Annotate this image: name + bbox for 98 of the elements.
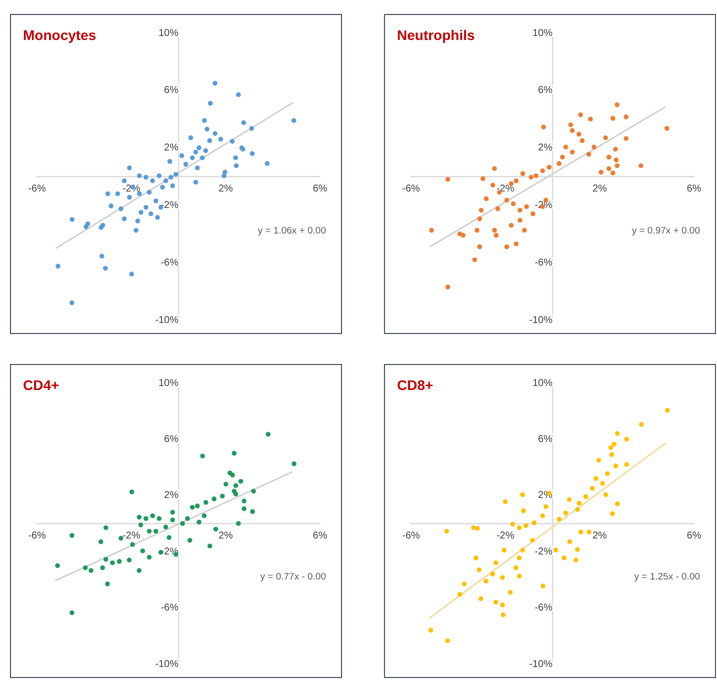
- point: [144, 516, 148, 521]
- point: [196, 520, 202, 524]
- point: [251, 488, 256, 494]
- y-tick-label: -6%: [160, 602, 179, 614]
- point: [250, 509, 255, 514]
- y-tick-label: 6%: [538, 85, 553, 96]
- x-tick-label: -6%: [28, 530, 46, 542]
- point: [110, 560, 115, 566]
- point: [202, 513, 207, 518]
- point: [70, 610, 74, 616]
- point: [194, 504, 200, 508]
- x-tick-label: -6%: [402, 530, 420, 542]
- point: [200, 454, 205, 458]
- point: [140, 548, 146, 554]
- chart-title: Neutrophils: [397, 27, 475, 43]
- point: [266, 432, 271, 437]
- y-tick-label: 6%: [538, 434, 553, 445]
- point: [185, 516, 190, 521]
- y-tick-label: -2%: [160, 200, 179, 211]
- point: [55, 563, 60, 568]
- point: [129, 489, 134, 494]
- x-tick-label: 6%: [686, 183, 702, 194]
- x-tick-label: -6%: [28, 183, 46, 194]
- y-tick-label: -10%: [529, 314, 553, 326]
- point: [105, 582, 110, 586]
- y-tick-label: 10%: [158, 378, 179, 389]
- point: [232, 450, 237, 456]
- point: [212, 496, 217, 502]
- point: [116, 559, 122, 564]
- point: [180, 521, 185, 526]
- y-tick-label: 6%: [164, 434, 179, 445]
- y-tick-label: -10%: [529, 658, 553, 670]
- point: [146, 554, 152, 560]
- point: [103, 525, 108, 530]
- x-tick-label: 6%: [312, 530, 328, 542]
- x-tick-label: 2%: [218, 183, 233, 194]
- point: [242, 506, 246, 512]
- x-tick-label: 2%: [592, 530, 607, 542]
- y-tick-label: 10%: [532, 28, 553, 39]
- point: [242, 498, 246, 504]
- chart-title: Monocytes: [23, 27, 96, 43]
- point: [207, 544, 212, 548]
- x-tick-label: 2%: [592, 183, 607, 194]
- chart-title: CD4+: [23, 377, 60, 393]
- y-tick-label: -6%: [534, 257, 553, 268]
- point: [233, 492, 238, 496]
- point: [136, 568, 142, 573]
- point: [100, 565, 105, 570]
- point: [166, 535, 172, 540]
- point: [224, 482, 228, 487]
- point: [236, 521, 241, 526]
- point: [170, 518, 176, 522]
- y-tick-label: 2%: [164, 490, 179, 502]
- point: [292, 461, 296, 466]
- chart-title: CD8+: [397, 377, 434, 393]
- point: [230, 472, 235, 478]
- annotation: y = 1.06x + 0.00: [258, 226, 326, 237]
- point: [150, 513, 155, 518]
- y-tick-label: 6%: [164, 85, 179, 96]
- point: [130, 542, 135, 547]
- point: [170, 510, 176, 515]
- point: [103, 556, 108, 562]
- point: [238, 478, 244, 484]
- y-tick-label: -6%: [534, 602, 553, 614]
- point: [146, 528, 152, 534]
- y-tick-label: -10%: [155, 314, 179, 326]
- y-tick-label: 2%: [538, 142, 553, 154]
- annotation: y = 0.77x - 0.00: [260, 572, 326, 583]
- y-tick-label: 2%: [164, 142, 179, 154]
- point: [187, 538, 192, 543]
- point: [153, 528, 158, 534]
- y-tick-label: -6%: [160, 257, 179, 268]
- annotation: y = 0.97x + 0.00: [632, 226, 700, 237]
- point: [213, 526, 218, 532]
- x-tick-label: 6%: [686, 530, 702, 542]
- y-tick-label: -10%: [155, 658, 179, 670]
- point: [190, 504, 195, 510]
- y-tick-label: 10%: [532, 378, 553, 389]
- x-tick-label: 2%: [218, 530, 233, 542]
- point: [233, 483, 238, 488]
- point: [163, 524, 168, 530]
- x-tick-label: -2%: [496, 530, 514, 542]
- point: [126, 558, 132, 562]
- point: [203, 500, 208, 505]
- x-tick-label: -6%: [402, 183, 420, 194]
- point: [98, 539, 104, 544]
- point: [70, 533, 74, 538]
- point: [136, 514, 142, 520]
- point: [220, 494, 225, 499]
- point: [138, 522, 144, 528]
- y-tick-label: 10%: [158, 28, 179, 39]
- point: [156, 516, 162, 521]
- y-tick-label: -2%: [534, 546, 553, 558]
- point: [82, 565, 88, 570]
- annotation: y = 1.25x - 0.00: [634, 572, 700, 583]
- x-tick-label: 6%: [312, 183, 328, 194]
- x-tick-label: -2%: [122, 530, 140, 542]
- point: [88, 568, 94, 573]
